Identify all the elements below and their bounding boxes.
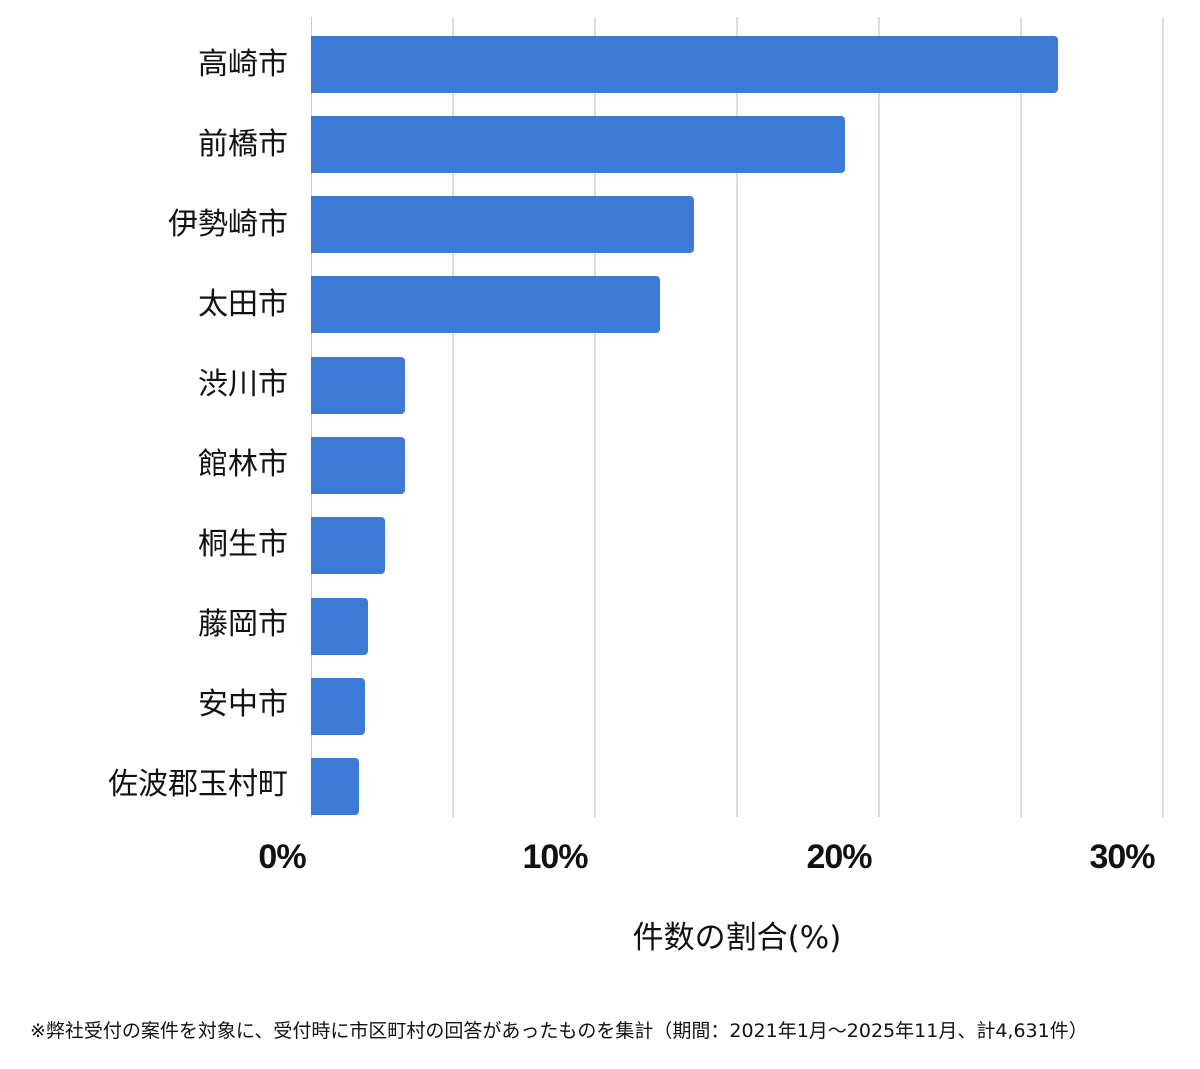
bar <box>311 276 661 333</box>
gridline <box>878 17 880 817</box>
bar <box>311 196 695 253</box>
footnote: ※弊社受付の案件を対象に、受付時に市区町村の回答があったものを集計（期間：202… <box>30 1020 1088 1042</box>
gridline <box>452 17 454 817</box>
gridline <box>1162 17 1164 817</box>
category-label: 渋川市 <box>198 367 288 402</box>
x-tick-label: 10% <box>522 838 588 876</box>
y-axis-line <box>311 17 312 817</box>
category-label: 桐生市 <box>198 527 288 562</box>
bar <box>311 758 360 815</box>
gridline <box>1020 17 1022 817</box>
category-label: 伊勢崎市 <box>168 207 288 242</box>
category-label: 佐波郡玉村町 <box>108 767 288 802</box>
bar <box>311 598 368 655</box>
x-tick-label: 0% <box>258 838 306 876</box>
x-tick-label: 30% <box>1089 838 1155 876</box>
x-tick-label: 20% <box>806 838 872 876</box>
x-axis-title: 件数の割合(%) <box>632 920 842 956</box>
bar-chart: 高崎市 前橋市 伊勢崎市 太田市 渋川市 館林市 桐生市 藤岡市 安中市 佐波郡… <box>108 17 1164 956</box>
category-label: 館林市 <box>198 447 288 482</box>
bar <box>311 517 385 574</box>
category-label: 安中市 <box>198 687 288 722</box>
category-label: 太田市 <box>198 287 288 322</box>
bar <box>311 678 365 735</box>
category-label: 藤岡市 <box>198 607 288 642</box>
bar <box>311 116 845 173</box>
category-label: 高崎市 <box>198 47 288 82</box>
gridline <box>736 17 738 817</box>
bar <box>311 36 1058 93</box>
gridline <box>594 17 596 817</box>
bar <box>311 437 405 494</box>
category-label: 前橋市 <box>198 127 288 162</box>
bar <box>311 357 405 414</box>
